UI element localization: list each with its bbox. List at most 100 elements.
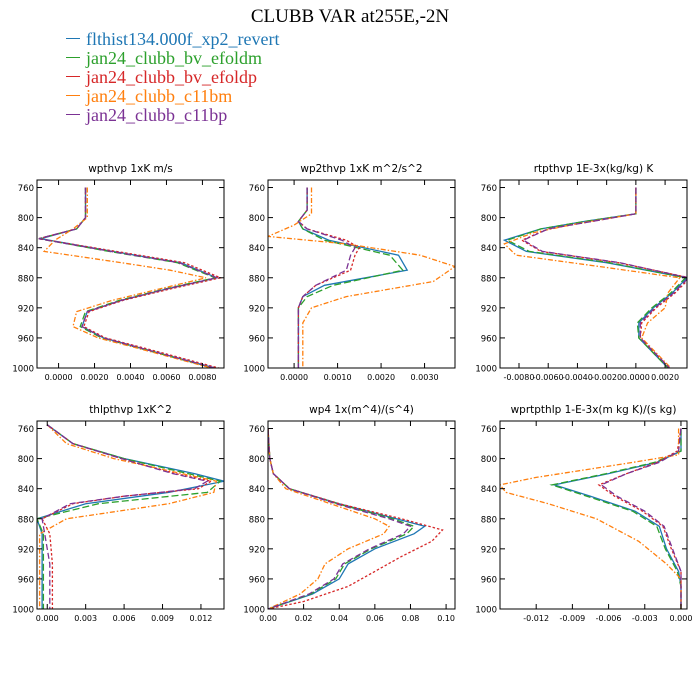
y-tick-label: 960 bbox=[18, 575, 34, 585]
x-tick-label: 0.0000 bbox=[622, 373, 650, 382]
x-tick-label: -0.0060 bbox=[533, 373, 564, 382]
series-line-3 bbox=[268, 428, 444, 609]
x-tick-label: 0.04 bbox=[330, 614, 348, 623]
x-tick-label: 0.0060 bbox=[152, 373, 180, 382]
legend-entry: jan24_clubb_bv_efoldm bbox=[66, 49, 279, 68]
legend-entry: jan24_clubb_bv_efoldp bbox=[66, 68, 279, 87]
y-tick-label: 1000 bbox=[243, 606, 265, 616]
y-tick-label: 760 bbox=[18, 184, 34, 194]
x-tick-label: 0.0010 bbox=[324, 373, 352, 382]
x-tick-label: 0.009 bbox=[151, 614, 174, 623]
series-line-2 bbox=[268, 428, 416, 609]
y-tick-label: 960 bbox=[481, 334, 497, 344]
y-tick-label: 840 bbox=[18, 485, 34, 495]
y-tick-label: 800 bbox=[18, 455, 34, 465]
x-tick-label: 0.0000 bbox=[45, 373, 73, 382]
series-line-4 bbox=[268, 187, 455, 368]
legend-label: jan24_clubb_bv_efoldm bbox=[86, 48, 262, 68]
y-tick-label: 1000 bbox=[475, 365, 497, 375]
series-line-5 bbox=[600, 428, 682, 609]
x-tick-label: 0.000 bbox=[36, 614, 59, 623]
y-tick-label: 920 bbox=[18, 545, 34, 555]
series-line-5 bbox=[38, 187, 219, 368]
y-tick-label: 960 bbox=[481, 575, 497, 585]
x-tick-label: -0.003 bbox=[632, 614, 658, 623]
legend-label: jan24_clubb_c11bp bbox=[86, 105, 228, 125]
y-tick-label: 920 bbox=[481, 545, 497, 555]
plot-frame bbox=[36, 179, 225, 369]
y-tick-label: 1000 bbox=[12, 606, 34, 616]
y-tick-label: 760 bbox=[249, 184, 265, 194]
series-line-4 bbox=[500, 428, 682, 609]
legend: flthist134.000f_xp2_revert jan24_clubb_bv… bbox=[66, 30, 279, 125]
series-line-2 bbox=[297, 187, 405, 368]
y-tick-label: 840 bbox=[18, 244, 34, 254]
x-tick-label: 0.0000 bbox=[280, 373, 308, 382]
series-line-3 bbox=[297, 187, 361, 368]
y-tick-label: 760 bbox=[249, 425, 265, 435]
x-tick-label: 0.10 bbox=[437, 614, 455, 623]
legend-label: jan24_clubb_c11bm bbox=[86, 86, 233, 106]
panel-3: rtpthvp 1E-3x(kg/kg) K 760 800 840 880 920 960… bbox=[475, 163, 688, 382]
series-line-1 bbox=[37, 424, 224, 609]
y-tick-label: 960 bbox=[18, 334, 34, 344]
panel-2: wp2thvp 1xK m^2/s^2 760 800 840 880 920 960 100… bbox=[243, 163, 456, 382]
x-tick-label: 0.0020 bbox=[81, 373, 109, 382]
y-tick-label: 800 bbox=[481, 214, 497, 224]
panel-title: thlpthvp 1xK^2 bbox=[89, 404, 172, 416]
y-tick-label: 880 bbox=[249, 515, 265, 525]
series-line-2 bbox=[505, 187, 687, 368]
series-line-1 bbox=[551, 428, 682, 609]
panel-4: thlpthvp 1xK^276080084088092096010000.00… bbox=[12, 404, 225, 623]
x-tick-label: 0.0040 bbox=[117, 373, 145, 382]
x-tick-label: 0.0030 bbox=[411, 373, 439, 382]
y-tick-label: 800 bbox=[249, 214, 265, 224]
y-tick-label: 800 bbox=[481, 455, 497, 465]
panel-title: rtpthvp 1E-3x(kg/kg) K bbox=[534, 163, 655, 175]
y-tick-label: 920 bbox=[249, 304, 265, 314]
page-title: CLUBB VAR at255E,-2N bbox=[250, 6, 450, 27]
series-line-3 bbox=[41, 424, 213, 609]
x-tick-label: 0.000 bbox=[670, 614, 693, 623]
legend-swatch bbox=[66, 38, 80, 40]
y-tick-label: 760 bbox=[481, 425, 497, 435]
series-line-1 bbox=[268, 428, 427, 609]
y-tick-label: 840 bbox=[249, 244, 265, 254]
x-tick-label: 0.06 bbox=[366, 614, 384, 623]
x-tick-label: 0.08 bbox=[402, 614, 420, 623]
panel-1: wpthvp 1xK m/s 760 800 840 880 920 960 1000 0.00… bbox=[12, 163, 225, 382]
plot-frame bbox=[499, 420, 688, 610]
x-tick-label: -0.0020 bbox=[591, 373, 622, 382]
series-line-2 bbox=[38, 187, 218, 368]
y-tick-label: 880 bbox=[18, 274, 34, 284]
panel-title: wp4 1x(m^4)/(s^4) bbox=[309, 404, 414, 416]
panel-6: wprtpthlp 1-E-3x(m kg K)/(s kg) 760 800 840… bbox=[475, 404, 692, 623]
x-tick-label: 0.006 bbox=[113, 614, 136, 623]
y-tick-label: 840 bbox=[481, 244, 497, 254]
x-tick-label: 0.0080 bbox=[188, 373, 216, 382]
plot-frame bbox=[499, 179, 688, 369]
y-tick-label: 960 bbox=[249, 575, 265, 585]
y-tick-label: 760 bbox=[481, 184, 497, 194]
y-tick-label: 800 bbox=[18, 214, 34, 224]
y-tick-label: 880 bbox=[18, 515, 34, 525]
y-tick-label: 880 bbox=[481, 515, 497, 525]
series-line-2 bbox=[549, 428, 682, 609]
panel-title: wp2thvp 1xK m^2/s^2 bbox=[300, 163, 422, 175]
y-tick-label: 880 bbox=[481, 274, 497, 284]
x-tick-label: -0.012 bbox=[523, 614, 549, 623]
y-tick-label: 840 bbox=[481, 485, 497, 495]
y-tick-label: 800 bbox=[249, 455, 265, 465]
x-tick-label: -0.009 bbox=[559, 614, 585, 623]
y-tick-label: 960 bbox=[249, 334, 265, 344]
y-tick-label: 920 bbox=[481, 304, 497, 314]
legend-entry: flthist134.000f_xp2_revert bbox=[66, 30, 279, 49]
plot-frame bbox=[267, 179, 456, 369]
legend-entry: jan24_clubb_c11bp bbox=[66, 106, 279, 125]
legend-swatch bbox=[66, 114, 80, 116]
series-line-5 bbox=[297, 187, 356, 368]
x-tick-label: -0.0080 bbox=[504, 373, 535, 382]
y-tick-label: 840 bbox=[249, 485, 265, 495]
series-line-3 bbox=[520, 187, 687, 368]
series-line-4 bbox=[503, 187, 681, 368]
